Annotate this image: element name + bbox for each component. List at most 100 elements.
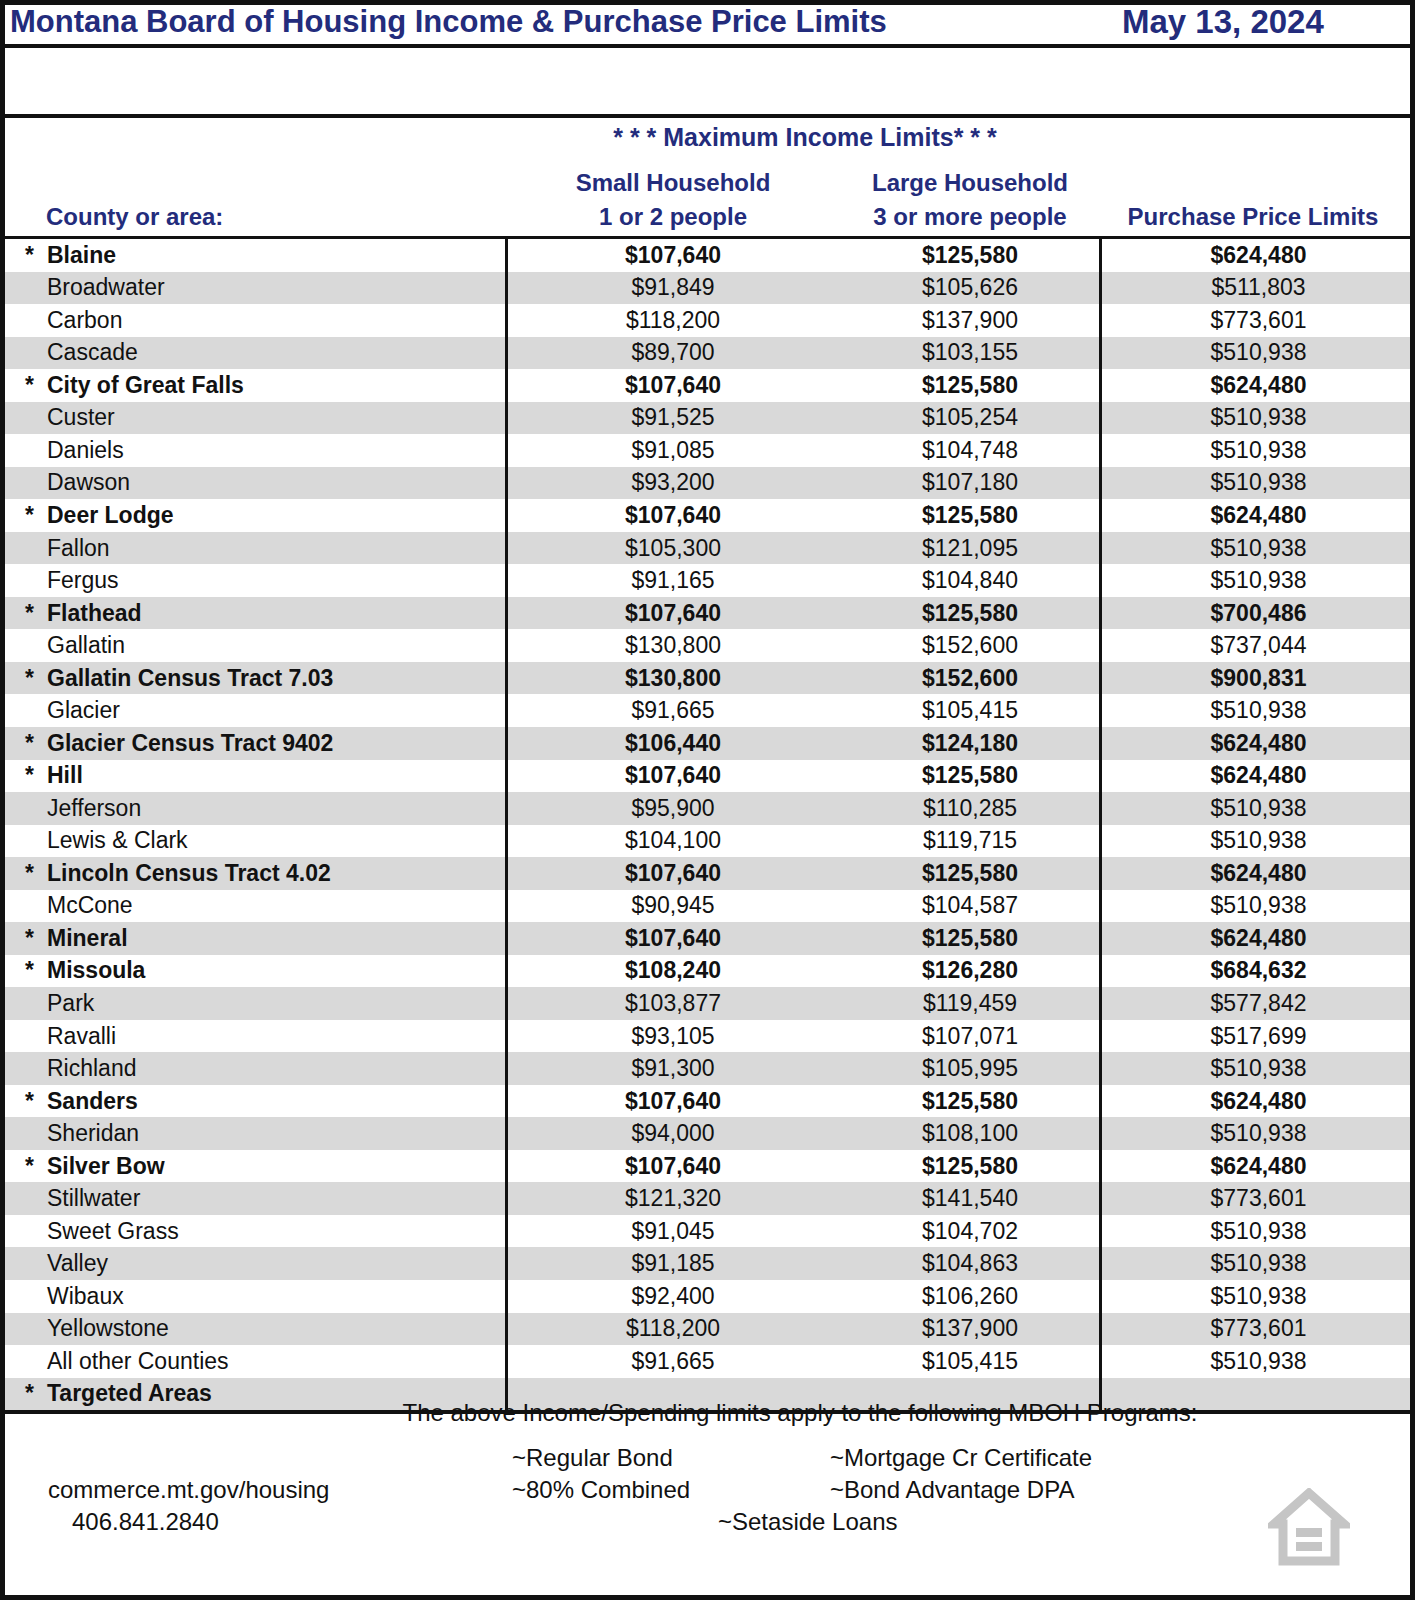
table-row: *Flathead$107,640$125,580$700,486 <box>0 597 1415 630</box>
purchase-price-value: $510,938 <box>1102 1218 1415 1245</box>
purchase-price-value: $510,938 <box>1102 469 1415 496</box>
targeted-asterisk: * <box>25 600 47 627</box>
small-household-value: $91,665 <box>508 1348 838 1375</box>
purchase-price-value: $624,480 <box>1102 860 1415 887</box>
large-household-value: $104,702 <box>838 1218 1102 1245</box>
col-header-county: County or area: <box>46 203 223 231</box>
small-household-value: $93,105 <box>508 1023 838 1050</box>
purchase-price-value: $510,938 <box>1102 892 1415 919</box>
program-bond-advantage-dpa: ~Bond Advantage DPA <box>830 1476 1074 1504</box>
large-household-value: $104,863 <box>838 1250 1102 1277</box>
county-name: Broadwater <box>47 274 165 301</box>
table-row: Jefferson$95,900$110,285$510,938 <box>0 792 1415 825</box>
county-name: Daniels <box>47 437 124 464</box>
county-name: Blaine <box>47 242 116 269</box>
county-cell: Stillwater <box>0 1185 508 1212</box>
phone-number: 406.841.2840 <box>72 1508 219 1536</box>
county-cell: Valley <box>0 1250 508 1277</box>
county-name: Mineral <box>47 925 128 952</box>
large-household-value: $104,587 <box>838 892 1102 919</box>
county-name: Dawson <box>47 469 130 496</box>
table-row: Park$103,877$119,459$577,842 <box>0 987 1415 1020</box>
small-household-value: $91,085 <box>508 437 838 464</box>
table-row: *Hill$107,640$125,580$624,480 <box>0 760 1415 793</box>
col-header-purchase-price: Purchase Price Limits <box>1102 203 1404 231</box>
equal-housing-icon <box>1268 1488 1350 1570</box>
small-household-value: $91,185 <box>508 1250 838 1277</box>
table-row: McCone $90,945$104,587$510,938 <box>0 890 1415 923</box>
county-cell: Park <box>0 990 508 1017</box>
county-name: Silver Bow <box>47 1153 165 1180</box>
large-household-value: $105,415 <box>838 697 1102 724</box>
small-household-value: $107,640 <box>508 762 838 789</box>
table-row: Daniels$91,085$104,748$510,938 <box>0 434 1415 467</box>
county-name: Wibaux <box>47 1283 124 1310</box>
county-name: City of Great Falls <box>47 372 244 399</box>
column-divider-right <box>1099 239 1102 1410</box>
targeted-asterisk: * <box>25 730 47 757</box>
large-household-value: $152,600 <box>838 632 1102 659</box>
county-cell: *Glacier Census Tract 9402 <box>0 730 508 757</box>
county-cell: Cascade <box>0 339 508 366</box>
programs-intro: The above Income/Spending limits apply t… <box>190 1399 1410 1427</box>
small-household-value: $107,640 <box>508 242 838 269</box>
purchase-price-value: $510,938 <box>1102 1055 1415 1082</box>
limits-table: * * * Maximum Income Limits* * * Small H… <box>0 114 1415 1414</box>
targeted-asterisk: * <box>25 665 47 692</box>
county-cell: *Deer Lodge <box>0 502 508 529</box>
purchase-price-value: $700,486 <box>1102 600 1415 627</box>
small-household-value: $93,200 <box>508 469 838 496</box>
title-bar: Montana Board of Housing Income & Purcha… <box>0 0 1415 48</box>
county-name: Cascade <box>47 339 138 366</box>
purchase-price-value: $900,831 <box>1102 665 1415 692</box>
county-cell: Fallon <box>0 535 508 562</box>
small-household-value: $118,200 <box>508 1315 838 1342</box>
small-household-value: $90,945 <box>508 892 838 919</box>
county-name: Lincoln Census Tract 4.02 <box>47 860 331 887</box>
large-household-value: $137,900 <box>838 1315 1102 1342</box>
county-cell: Lewis & Clark <box>0 827 508 854</box>
small-household-value: $107,640 <box>508 1088 838 1115</box>
max-income-limits-heading: * * * Maximum Income Limits* * * <box>508 123 1102 152</box>
county-name: Sheridan <box>47 1120 139 1147</box>
table-row: Fallon$105,300$121,095$510,938 <box>0 532 1415 565</box>
table-row: Dawson$93,200$107,180$510,938 <box>0 467 1415 500</box>
county-cell: *Sanders <box>0 1088 508 1115</box>
county-name: Gallatin <box>47 632 125 659</box>
small-household-value: $89,700 <box>508 339 838 366</box>
county-name: McCone <box>47 892 133 919</box>
table-row: Yellowstone$118,200$137,900$773,601 <box>0 1313 1415 1346</box>
county-name: Glacier <box>47 697 120 724</box>
county-cell: *Lincoln Census Tract 4.02 <box>0 860 508 887</box>
county-cell: *Flathead <box>0 600 508 627</box>
county-cell: Gallatin <box>0 632 508 659</box>
small-household-value: $108,240 <box>508 957 838 984</box>
program-setaside-loans: ~Setaside Loans <box>718 1508 897 1536</box>
small-household-value: $107,640 <box>508 925 838 952</box>
county-name: Glacier Census Tract 9402 <box>47 730 333 757</box>
table-row: Carbon$118,200$137,900$773,601 <box>0 304 1415 337</box>
table-row: Wibaux$92,400$106,260$510,938 <box>0 1280 1415 1313</box>
table-row: *Blaine$107,640$125,580$624,480 <box>0 239 1415 272</box>
table-row: *Deer Lodge$107,640$125,580$624,480 <box>0 499 1415 532</box>
purchase-price-value: $510,938 <box>1102 1120 1415 1147</box>
purchase-price-value: $510,938 <box>1102 795 1415 822</box>
county-cell: Fergus <box>0 567 508 594</box>
purchase-price-value: $773,601 <box>1102 1185 1415 1212</box>
table-row: Fergus$91,165$104,840$510,938 <box>0 564 1415 597</box>
large-household-value: $108,100 <box>838 1120 1102 1147</box>
small-household-value: $91,525 <box>508 404 838 431</box>
large-household-value: $104,748 <box>838 437 1102 464</box>
large-household-value: $105,626 <box>838 274 1102 301</box>
large-household-value: $110,285 <box>838 795 1102 822</box>
large-household-value: $125,580 <box>838 372 1102 399</box>
county-cell: Glacier <box>0 697 508 724</box>
small-household-value: $121,320 <box>508 1185 838 1212</box>
county-name: Jefferson <box>47 795 141 822</box>
large-household-value: $124,180 <box>838 730 1102 757</box>
large-household-value: $141,540 <box>838 1185 1102 1212</box>
small-household-value: $107,640 <box>508 502 838 529</box>
purchase-price-value: $511,803 <box>1102 274 1415 301</box>
county-cell: Daniels <box>0 437 508 464</box>
document-date: May 13, 2024 <box>1122 3 1324 41</box>
